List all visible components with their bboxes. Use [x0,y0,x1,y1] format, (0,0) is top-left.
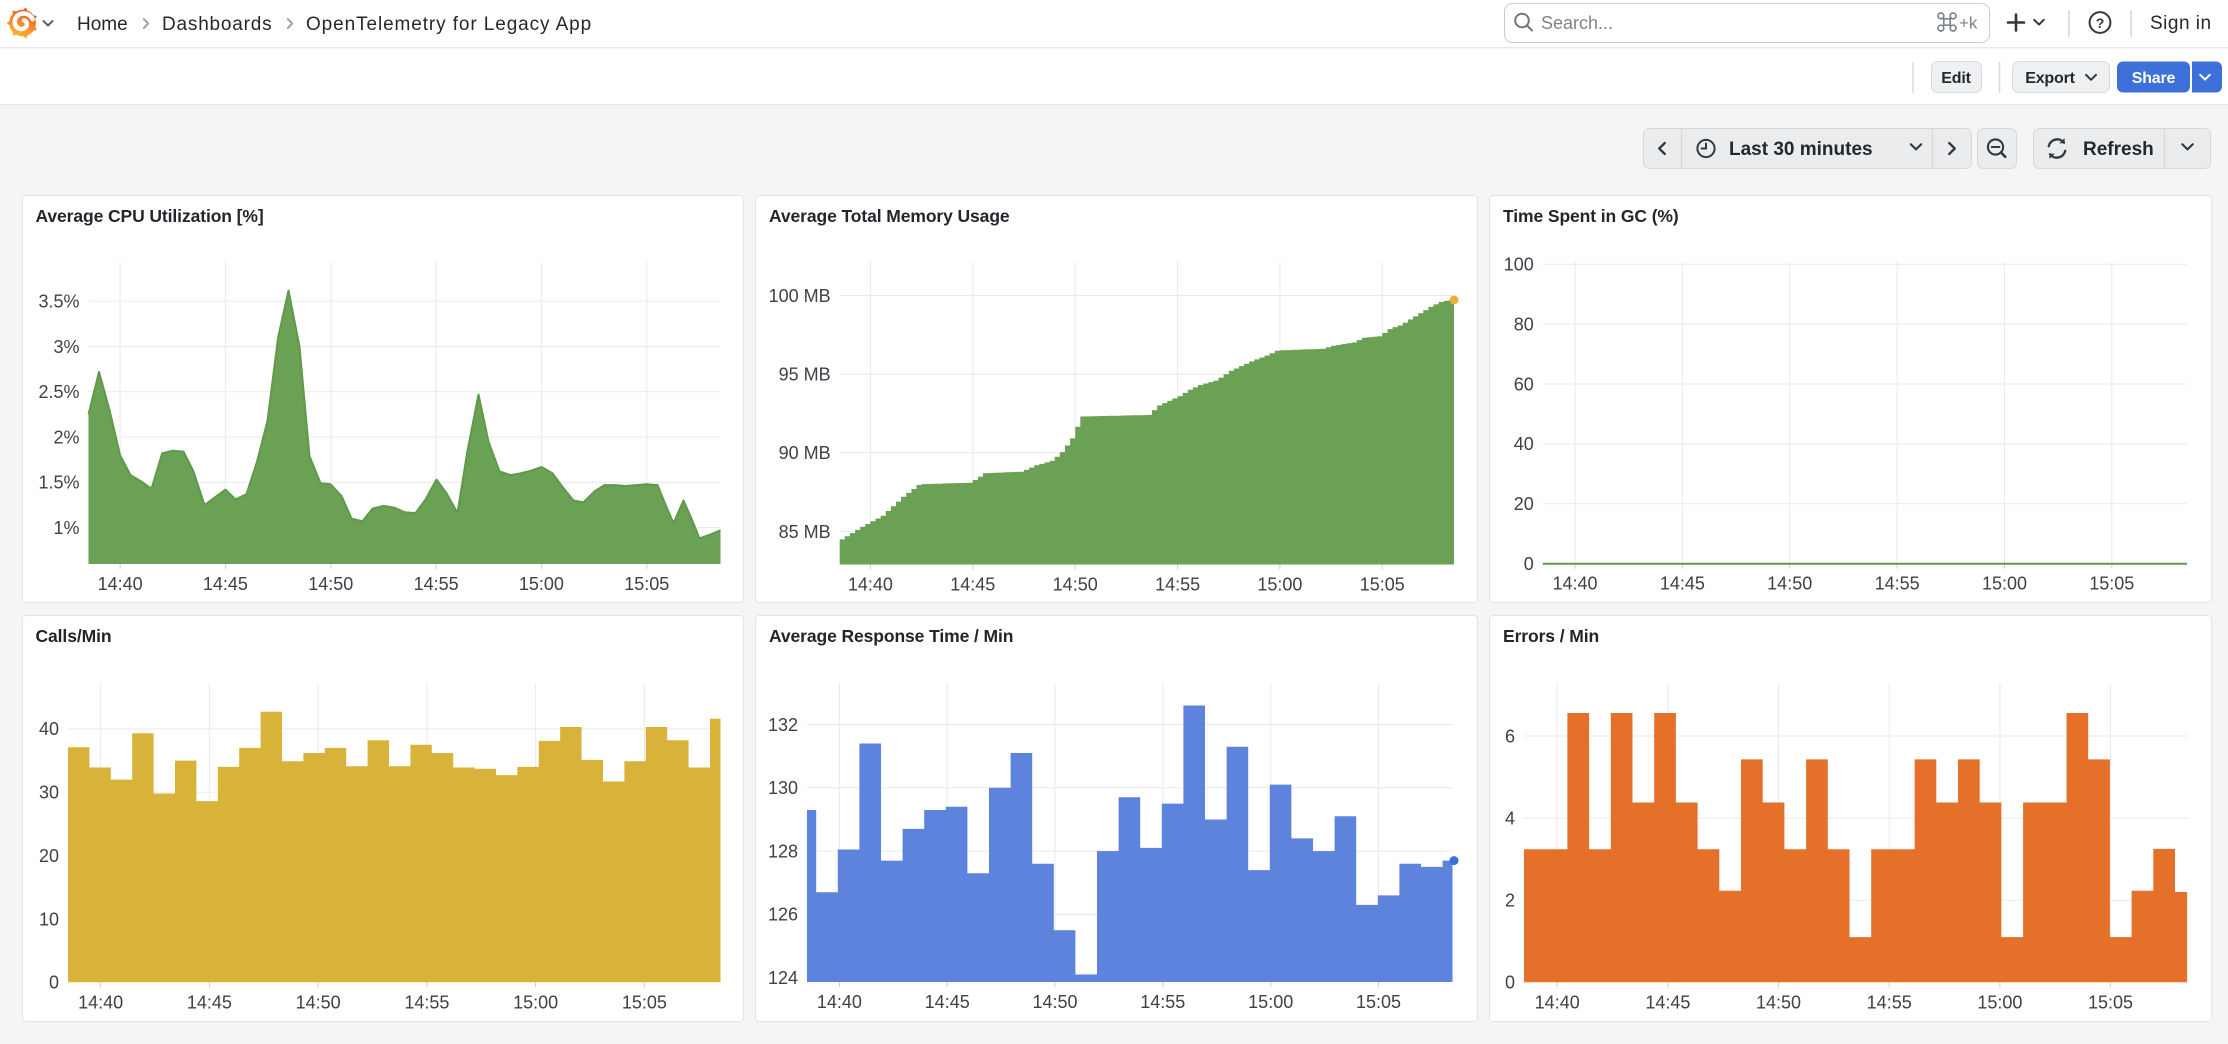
svg-text:15:00: 15:00 [1982,574,2027,594]
svg-text:0: 0 [1505,973,1515,993]
svg-text:14:40: 14:40 [1552,574,1597,594]
svg-text:15:05: 15:05 [2088,992,2133,1012]
svg-text:6: 6 [1505,726,1515,746]
svg-text:90 MB: 90 MB [779,443,831,463]
svg-text:14:55: 14:55 [1875,574,1920,594]
svg-text:Dashboards: Dashboards [162,14,272,35]
svg-text:14:55: 14:55 [1867,992,1912,1012]
svg-text:14:45: 14:45 [202,574,247,594]
svg-text:14:50: 14:50 [295,992,340,1012]
svg-text:15:00: 15:00 [1248,992,1293,1012]
svg-text:14:40: 14:40 [1535,992,1580,1012]
svg-text:4: 4 [1505,808,1515,828]
svg-text:14:40: 14:40 [848,575,893,595]
svg-text:OpenTelemetry for Legacy App: OpenTelemetry for Legacy App [306,14,592,35]
svg-text:14:45: 14:45 [1645,992,1690,1012]
svg-text:+k: +k [1959,14,1978,33]
svg-text:2: 2 [1505,891,1515,911]
svg-text:60: 60 [1514,374,1534,394]
svg-text:14:45: 14:45 [1660,574,1705,594]
svg-text:30: 30 [38,783,58,803]
svg-text:40: 40 [1514,434,1534,454]
svg-text:Edit: Edit [1941,70,1971,87]
svg-text:0: 0 [1524,554,1534,574]
svg-text:Home: Home [77,14,128,35]
svg-text:15:05: 15:05 [1356,992,1401,1012]
svg-text:14:50: 14:50 [1767,574,1812,594]
svg-text:20: 20 [1514,494,1534,514]
svg-text:Last 30 minutes: Last 30 minutes [1729,139,1873,160]
svg-text:124: 124 [768,968,798,988]
svg-text:14:45: 14:45 [925,992,970,1012]
svg-text:14:55: 14:55 [1140,992,1185,1012]
svg-text:128: 128 [768,841,798,861]
svg-text:130: 130 [768,778,798,798]
svg-text:15:00: 15:00 [513,992,558,1012]
svg-text:14:40: 14:40 [78,992,123,1012]
svg-text:Refresh: Refresh [2083,139,2154,160]
svg-text:14:40: 14:40 [97,574,142,594]
svg-text:80: 80 [1514,314,1534,334]
svg-text:126: 126 [768,905,798,925]
svg-text:15:00: 15:00 [518,574,563,594]
svg-text:132: 132 [768,715,798,735]
svg-text:10: 10 [38,909,58,929]
svg-text:95 MB: 95 MB [779,365,831,385]
svg-text:1%: 1% [53,518,79,538]
svg-text:14:45: 14:45 [186,992,231,1012]
svg-text:?: ? [2096,15,2105,31]
svg-text:15:05: 15:05 [621,992,666,1012]
svg-text:14:50: 14:50 [308,574,353,594]
svg-text:14:45: 14:45 [950,575,995,595]
svg-text:20: 20 [38,846,58,866]
svg-text:3%: 3% [53,337,79,357]
svg-text:14:55: 14:55 [413,574,458,594]
svg-text:15:05: 15:05 [624,574,669,594]
svg-text:3.5%: 3.5% [38,292,79,312]
svg-text:14:50: 14:50 [1032,992,1077,1012]
svg-text:14:55: 14:55 [1155,575,1200,595]
svg-text:Search...: Search... [1541,13,1613,33]
svg-text:2%: 2% [53,427,79,447]
svg-text:14:40: 14:40 [817,992,862,1012]
svg-text:14:50: 14:50 [1053,575,1098,595]
svg-text:100 MB: 100 MB [769,286,831,306]
svg-text:85 MB: 85 MB [779,522,831,542]
svg-text:14:55: 14:55 [404,992,449,1012]
svg-text:0: 0 [48,973,58,993]
svg-text:15:00: 15:00 [1977,992,2022,1012]
svg-text:14:50: 14:50 [1756,992,1801,1012]
svg-text:1.5%: 1.5% [38,473,79,493]
svg-text:40: 40 [38,719,58,739]
svg-text:15:05: 15:05 [2089,574,2134,594]
svg-text:Share: Share [2132,70,2176,87]
svg-text:15:05: 15:05 [1360,575,1405,595]
svg-text:15:00: 15:00 [1257,575,1302,595]
svg-text:100: 100 [1504,255,1534,275]
svg-text:Sign in: Sign in [2150,13,2212,34]
svg-text:Export: Export [2025,70,2075,87]
svg-text:2.5%: 2.5% [38,382,79,402]
